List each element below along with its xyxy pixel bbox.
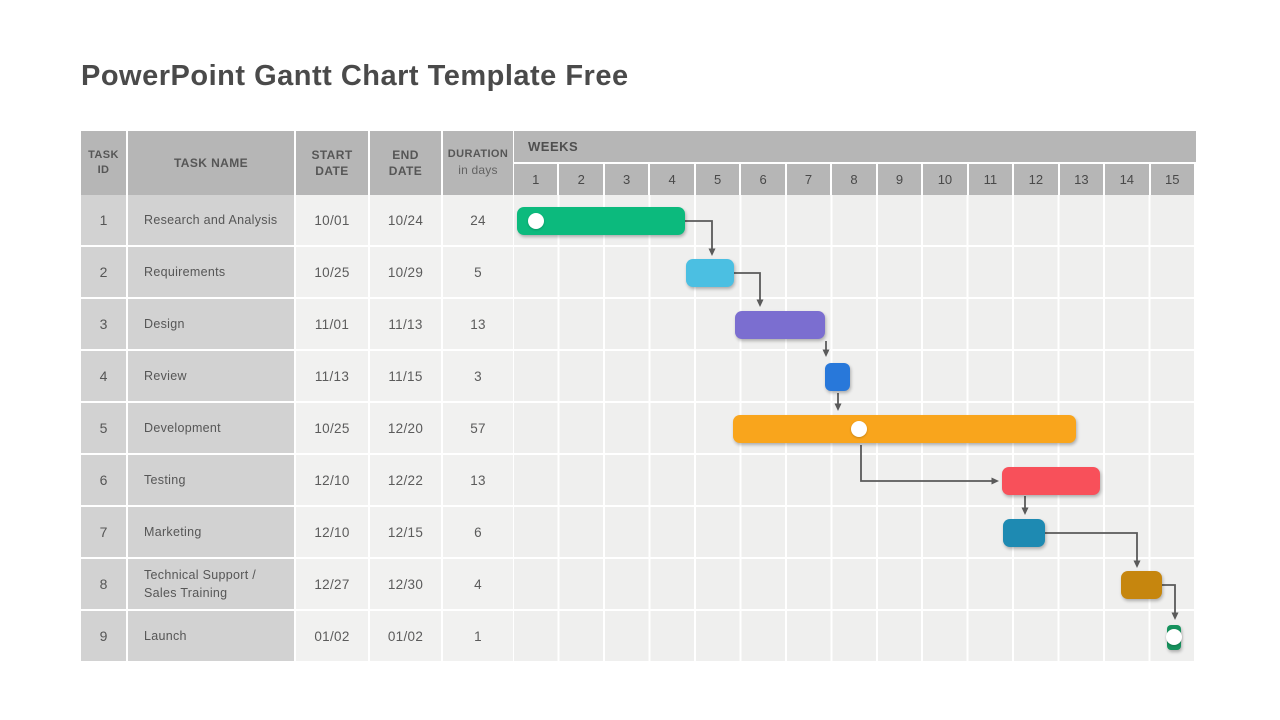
gantt-bar-task-3[interactable] [735,311,825,339]
gantt-table: TASK ID TASK NAME START DATE END DATE DU… [81,131,1196,663]
task-id-cell: 7 [81,507,126,557]
start-date-cell: 10/01 [296,195,368,245]
end-date-cell: 10/24 [370,195,441,245]
task-id-cell: 8 [81,559,126,609]
end-date-cell: 12/20 [370,403,441,453]
gantt-bar-task-4[interactable] [825,363,850,391]
header-start-date: START DATE [296,131,368,195]
gantt-bar-task-2[interactable] [686,259,734,287]
end-date-cell: 11/13 [370,299,441,349]
week-header-6: 6 [741,164,785,195]
duration-cell: 57 [443,403,513,453]
start-date-cell: 12/10 [296,507,368,557]
task-id-cell: 6 [81,455,126,505]
header-weeks: WEEKS [514,131,1196,162]
header-duration-line2: in days [458,163,498,178]
week-header-2: 2 [559,164,603,195]
task-name-cell: Research and Analysis [128,195,294,245]
header-task-name: TASK NAME [128,131,294,195]
duration-cell: 13 [443,455,513,505]
end-date-cell: 11/15 [370,351,441,401]
week-header-4: 4 [650,164,694,195]
end-date-cell: 01/02 [370,611,441,661]
task-id-cell: 1 [81,195,126,245]
week-header-3: 3 [604,164,649,195]
task-id-cell: 9 [81,611,126,661]
task-name-cell: Development [128,403,294,453]
gantt-bar-task-5[interactable] [733,415,1076,443]
week-header-12: 12 [1014,164,1058,195]
week-header-8: 8 [832,164,876,195]
duration-cell: 13 [443,299,513,349]
page-title: PowerPoint Gantt Chart Template Free [81,60,629,92]
gantt-bar-task-1[interactable] [517,207,686,235]
task-name-cell: Technical Support / Sales Training [128,559,294,609]
week-header-1: 1 [514,164,558,195]
connector-task-1-to-2 [685,220,716,256]
start-date-cell: 12/27 [296,559,368,609]
task-name-cell: Review [128,351,294,401]
progress-marker-task-9 [1166,629,1183,645]
duration-cell: 3 [443,351,513,401]
task-name-cell: Testing [128,455,294,505]
start-date-cell: 12/10 [296,455,368,505]
progress-marker-task-5 [851,421,868,437]
connector-task-2-to-3 [734,272,764,307]
task-id-cell: 5 [81,403,126,453]
week-header-9: 9 [877,164,922,195]
task-id-cell: 3 [81,299,126,349]
task-name-cell: Marketing [128,507,294,557]
week-header-10: 10 [923,164,967,195]
duration-cell: 4 [443,559,513,609]
end-date-cell: 12/22 [370,455,441,505]
duration-cell: 24 [443,195,513,245]
gantt-chart-area [514,195,1196,663]
week-header-15: 15 [1150,164,1194,195]
start-date-cell: 10/25 [296,247,368,297]
week-header-13: 13 [1059,164,1104,195]
header-duration: DURATION in days [443,131,513,195]
end-date-cell: 10/29 [370,247,441,297]
week-header-5: 5 [695,164,740,195]
task-name-cell: Design [128,299,294,349]
duration-cell: 5 [443,247,513,297]
end-date-cell: 12/15 [370,507,441,557]
start-date-cell: 10/25 [296,403,368,453]
task-name-cell: Requirements [128,247,294,297]
header-duration-line1: DURATION [447,148,509,161]
progress-marker-task-1 [527,213,544,229]
connector-task-5-to-6 [860,445,999,485]
gantt-bar-task-7[interactable] [1003,519,1045,547]
start-date-cell: 11/01 [296,299,368,349]
start-date-cell: 01/02 [296,611,368,661]
gantt-bar-task-8[interactable] [1121,571,1162,599]
gantt-bar-task-6[interactable] [1002,467,1101,495]
connector-task-7-to-8 [1045,532,1141,568]
duration-cell: 6 [443,507,513,557]
duration-cell: 1 [443,611,513,661]
task-id-cell: 2 [81,247,126,297]
end-date-cell: 12/30 [370,559,441,609]
start-date-cell: 11/13 [296,351,368,401]
connector-task-8-to-9 [1162,584,1179,620]
header-end-date: END DATE [370,131,441,195]
week-header-7: 7 [786,164,831,195]
task-id-cell: 4 [81,351,126,401]
week-header-11: 11 [968,164,1013,195]
task-name-cell: Launch [128,611,294,661]
week-header-14: 14 [1105,164,1149,195]
header-task-id: TASK ID [81,131,126,195]
